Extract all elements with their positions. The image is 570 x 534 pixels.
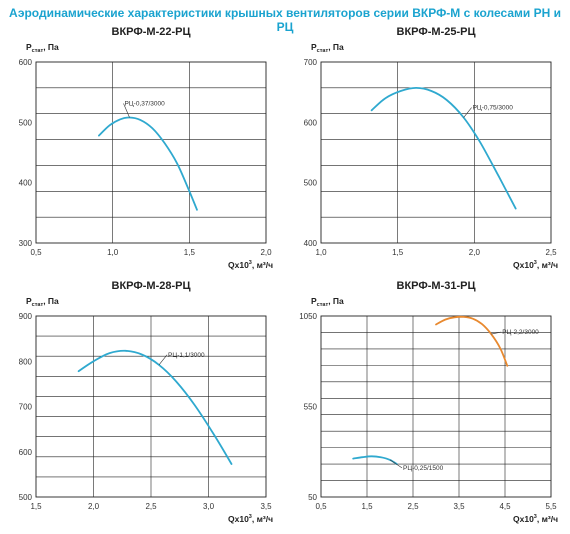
x-tick-label: 0,5 xyxy=(315,502,327,511)
y-axis-label: Pстат, Па xyxy=(311,42,344,54)
y-tick-label: 50 xyxy=(308,493,317,502)
x-tick-label: 1,0 xyxy=(107,248,119,257)
series-label-4-2: РЦ-0,25/1500 xyxy=(403,465,444,472)
x-axis-label: Qx103, м³/ч xyxy=(513,514,558,524)
annotation-leader xyxy=(389,459,403,469)
series-label-3-1: РЦ-1,1/3000 xyxy=(168,352,205,359)
y-tick-label: 700 xyxy=(19,403,33,412)
y-tick-label: 500 xyxy=(19,118,33,127)
y-tick-label: 300 xyxy=(19,239,33,248)
x-tick-label: 5,5 xyxy=(545,502,557,511)
x-tick-label: 1,0 xyxy=(315,248,327,257)
y-axis-label: Pстат, Па xyxy=(26,296,59,308)
y-tick-label: 800 xyxy=(19,357,33,366)
x-tick-label: 1,5 xyxy=(184,248,196,257)
x-tick-label: 1,5 xyxy=(392,248,404,257)
y-axis-label: Pстат, Па xyxy=(311,296,344,308)
plot-frame-1 xyxy=(35,61,267,244)
chart-title-3: ВКРФ-М-28-РЦ xyxy=(112,280,191,292)
plot-frame-4 xyxy=(320,315,552,498)
y-tick-label: 600 xyxy=(304,118,318,127)
x-tick-label: 4,5 xyxy=(499,502,511,511)
x-tick-label: 0,5 xyxy=(30,248,42,257)
y-tick-label: 1050 xyxy=(299,312,317,321)
series-label-2-1: РЦ-0,75/3000 xyxy=(473,105,514,112)
x-axis-label: Qx103, м³/ч xyxy=(513,260,558,270)
chart-title-4: ВКРФ-М-31-РЦ xyxy=(397,280,476,292)
y-tick-label: 700 xyxy=(304,58,318,67)
series-label-4-1: РЦ-2,2/3000 xyxy=(502,329,539,336)
x-tick-label: 2,5 xyxy=(545,248,557,257)
x-tick-label: 1,5 xyxy=(361,502,373,511)
x-tick-label: 2,0 xyxy=(260,248,272,257)
annotation-leader xyxy=(158,354,168,366)
y-axis-label: Pстат, Па xyxy=(26,42,59,54)
annotation-leader xyxy=(463,107,472,118)
x-tick-label: 2,5 xyxy=(407,502,419,511)
y-tick-label: 500 xyxy=(19,493,33,502)
annotation-leader xyxy=(123,103,130,118)
page-title: Аэродинамические характеристики крышных … xyxy=(9,6,561,34)
y-tick-label: 600 xyxy=(19,448,33,457)
y-tick-label: 500 xyxy=(304,179,318,188)
y-tick-label: 900 xyxy=(19,312,33,321)
chart-title-2: ВКРФ-М-25-РЦ xyxy=(397,26,476,38)
x-tick-label: 1,5 xyxy=(30,502,42,511)
x-tick-label: 2,0 xyxy=(88,502,100,511)
series-label-1-1: РЦ-0,37/3000 xyxy=(125,101,166,108)
chart-title-1: ВКРФ-М-22-РЦ xyxy=(112,26,191,38)
x-tick-label: 2,0 xyxy=(469,248,481,257)
x-tick-label: 3,5 xyxy=(260,502,272,511)
x-axis-label: Qx103, м³/ч xyxy=(228,514,273,524)
x-axis-label: Qx103, м³/ч xyxy=(228,260,273,270)
y-tick-label: 400 xyxy=(19,179,33,188)
annotation-leader xyxy=(491,331,502,335)
x-tick-label: 3,5 xyxy=(453,502,465,511)
plot-frame-2 xyxy=(320,61,552,244)
x-tick-label: 3,0 xyxy=(203,502,215,511)
x-tick-label: 2,5 xyxy=(145,502,157,511)
series-line-2-1 xyxy=(370,86,517,210)
series-line-3-1 xyxy=(77,349,233,465)
series-line-1-1 xyxy=(98,116,198,211)
y-tick-label: 600 xyxy=(19,58,33,67)
y-tick-label: 400 xyxy=(304,239,318,248)
y-tick-label: 550 xyxy=(304,403,318,412)
series-line-4-1 xyxy=(435,315,509,367)
